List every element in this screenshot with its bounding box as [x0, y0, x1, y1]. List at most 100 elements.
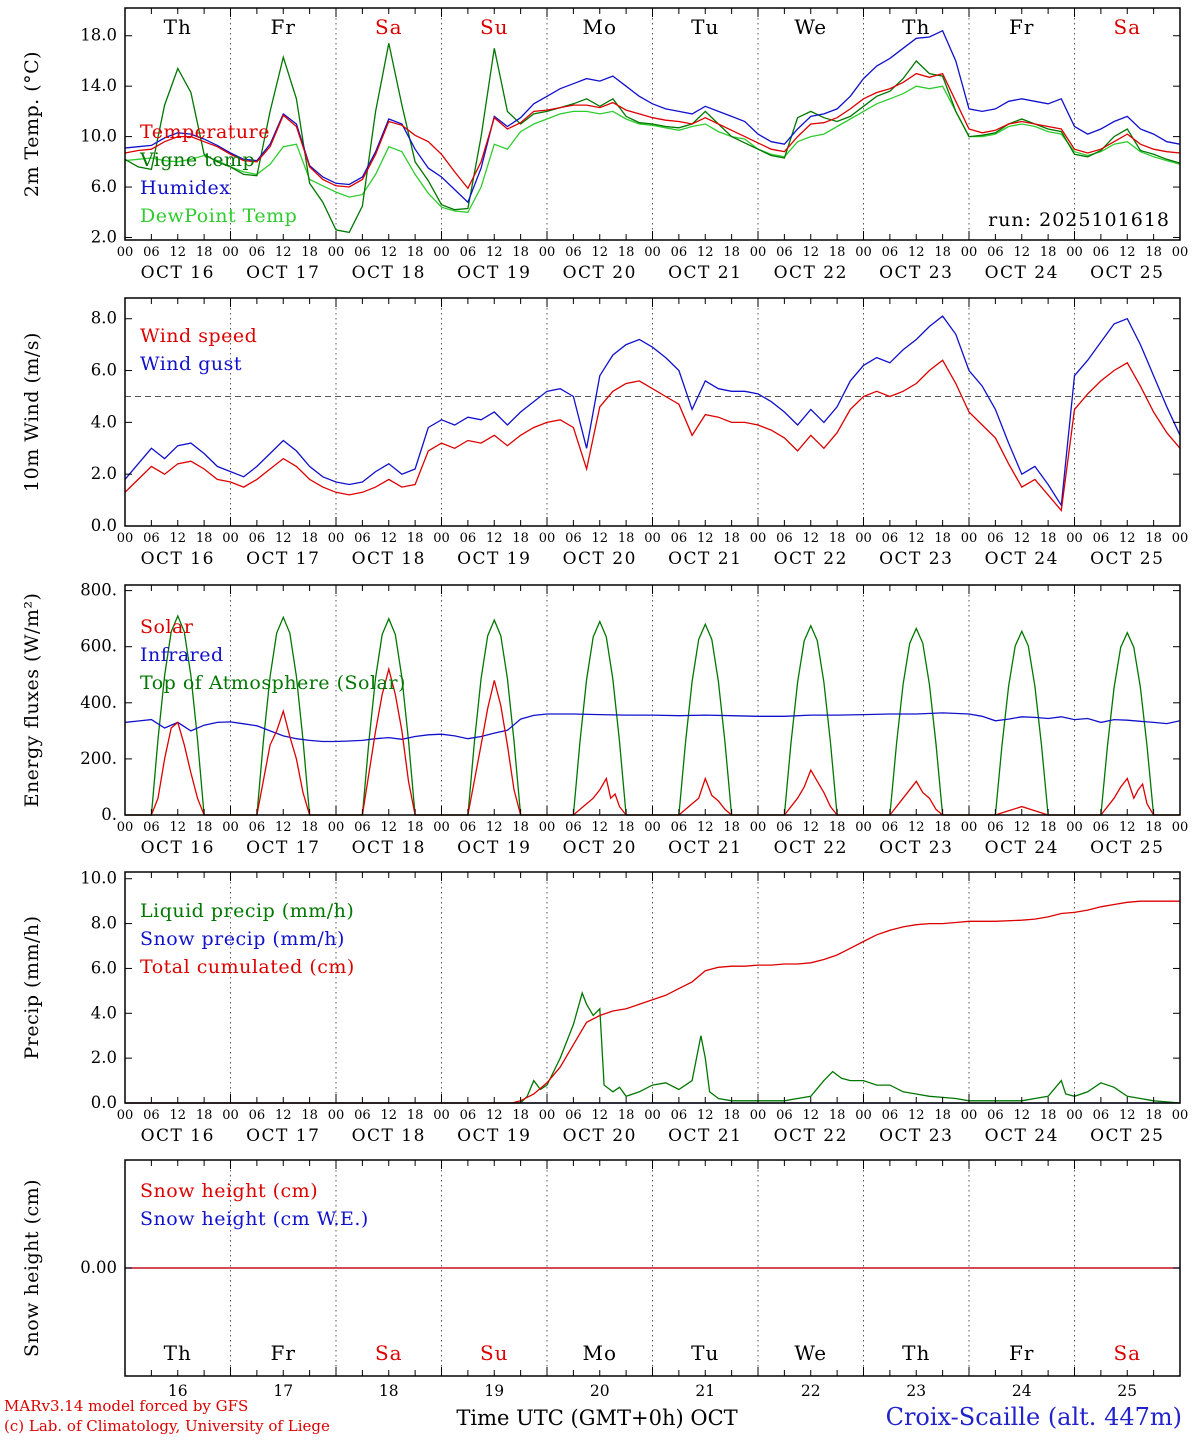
x-hour-label: 12	[697, 1108, 714, 1123]
dow-label-top: Sa	[375, 15, 403, 39]
x-date-label: OCT 21	[668, 838, 742, 858]
x-hour-label: 12	[802, 245, 819, 260]
y-tick-label: 6.0	[91, 958, 117, 977]
panel-wind: 0.0 2.0 4.0 6.0 8.0 10m Wind (m/s) Wind speed W…	[21, 297, 1188, 569]
x-hour-label: 00	[433, 245, 450, 260]
x-hour-label: 12	[1119, 531, 1136, 546]
x-hour-label: 00	[433, 531, 450, 546]
x-date-label: OCT 21	[668, 263, 742, 283]
x-hour-label: 18	[407, 820, 424, 835]
x-date-label: OCT 19	[457, 263, 531, 283]
x-hour-label: 00	[328, 820, 345, 835]
x-hour-label: 00	[750, 245, 767, 260]
x-hour-label: 12	[591, 245, 608, 260]
x-hour-label: 06	[776, 1108, 793, 1123]
series-infrared	[124, 712, 1181, 743]
dow-label-bottom: Fr	[271, 1341, 296, 1365]
x-date-label: OCT 19	[457, 1126, 531, 1146]
x-daynum-label: 20	[590, 1382, 610, 1400]
x-hour-label: 06	[354, 1108, 371, 1123]
x-hour-label: 18	[1040, 1108, 1057, 1123]
panel-snow: 0.00 Snow height (cm) Snow height (cm) Snow…	[21, 1159, 1181, 1400]
y-tick-label: 200.	[80, 749, 117, 768]
dow-label-bottom: Su	[480, 1341, 509, 1365]
x-hour-label: 12	[591, 1108, 608, 1123]
series-liquid-precip	[125, 991, 1181, 1104]
x-date-label: OCT 16	[141, 838, 215, 858]
x-hour-label: 00	[644, 820, 661, 835]
series-wind-gust	[124, 315, 1181, 508]
dow-label-bottom: Tu	[691, 1341, 719, 1365]
x-hour-label: 18	[301, 820, 318, 835]
x-hour-label: 12	[169, 820, 186, 835]
x-hour-label: 00	[539, 245, 556, 260]
x-hour-label: 06	[882, 1108, 899, 1123]
x-hour-label: 00	[750, 1108, 767, 1123]
x-hour-label: 06	[249, 531, 266, 546]
x-date-label: OCT 25	[1090, 549, 1164, 569]
x-hour-label: 06	[143, 531, 160, 546]
x-date-label: OCT 23	[879, 263, 953, 283]
x-hour-label: 18	[512, 245, 529, 260]
x-hour-label: 12	[486, 1108, 503, 1123]
legend-wind-1: Wind gust	[140, 353, 242, 375]
x-hour-label: 18	[196, 820, 213, 835]
x-hour-label: 06	[987, 1108, 1004, 1123]
x-hour-label: 00	[539, 531, 556, 546]
x-hour-label: 06	[565, 245, 582, 260]
legend-precip-2: Total cumulated (cm)	[140, 956, 355, 978]
x-hour-label: 12	[380, 245, 397, 260]
x-hour-label: 12	[169, 245, 186, 260]
x-hour-label: 00	[328, 245, 345, 260]
x-hour-label: 00	[1172, 245, 1189, 260]
x-hour-label: 18	[301, 531, 318, 546]
y-tick-label: 10.0	[80, 869, 117, 888]
x-hour-label: 18	[723, 531, 740, 546]
x-hour-label: 12	[802, 1108, 819, 1123]
x-hour-label: 18	[512, 531, 529, 546]
x-hour-label: 12	[380, 1108, 397, 1123]
legend-flux-1: Infrared	[140, 644, 224, 666]
x-hour-label: 18	[1040, 245, 1057, 260]
dow-label-top: Fr	[271, 15, 296, 39]
x-hour-label: 00	[222, 1108, 239, 1123]
legend-wind-0: Wind speed	[140, 325, 257, 347]
legend-temp-1: Vigne temp	[139, 149, 255, 171]
x-hour-label: 06	[1093, 245, 1110, 260]
x-hour-label: 12	[380, 531, 397, 546]
x-hour-label: 12	[275, 820, 292, 835]
x-date-label: OCT 18	[352, 263, 426, 283]
dow-label-bottom: Th	[164, 1341, 192, 1365]
x-hour-label: 06	[565, 820, 582, 835]
y-tick-label: 6.0	[91, 361, 117, 380]
y-axis-title-temp: 2m Temp. (°C)	[21, 51, 43, 197]
x-hour-label: 00	[855, 245, 872, 260]
x-hour-label: 00	[644, 245, 661, 260]
x-hour-label: 12	[697, 531, 714, 546]
x-hour-label: 00	[855, 820, 872, 835]
x-hour-label: 06	[1093, 531, 1110, 546]
x-hour-label: 12	[169, 531, 186, 546]
station-label: Croix-Scaille (alt. 447m)	[885, 1403, 1182, 1431]
x-daynum-label: 22	[801, 1382, 821, 1400]
series-humidex	[124, 29, 1181, 204]
y-tick-label: 10.0	[80, 127, 117, 146]
y-tick-label: 4.0	[91, 1003, 117, 1022]
legend-temp-2: Humidex	[140, 177, 231, 199]
x-hour-label: 06	[143, 820, 160, 835]
x-hour-label: 12	[1013, 245, 1030, 260]
x-hour-label: 18	[301, 1108, 318, 1123]
legend-temp-0: Temperature	[140, 121, 270, 143]
x-date-label: OCT 20	[563, 263, 637, 283]
y-tick-label: 400.	[80, 693, 117, 712]
x-hour-label: 00	[117, 820, 134, 835]
x-date-label: OCT 22	[774, 838, 848, 858]
dow-label-top: Th	[164, 15, 192, 39]
x-hour-label: 06	[143, 1108, 160, 1123]
x-hour-label: 18	[723, 245, 740, 260]
legend-flux-0: Solar	[140, 616, 194, 638]
x-hour-label: 06	[354, 531, 371, 546]
x-date-label: OCT 18	[352, 1126, 426, 1146]
x-hour-label: 18	[829, 245, 846, 260]
